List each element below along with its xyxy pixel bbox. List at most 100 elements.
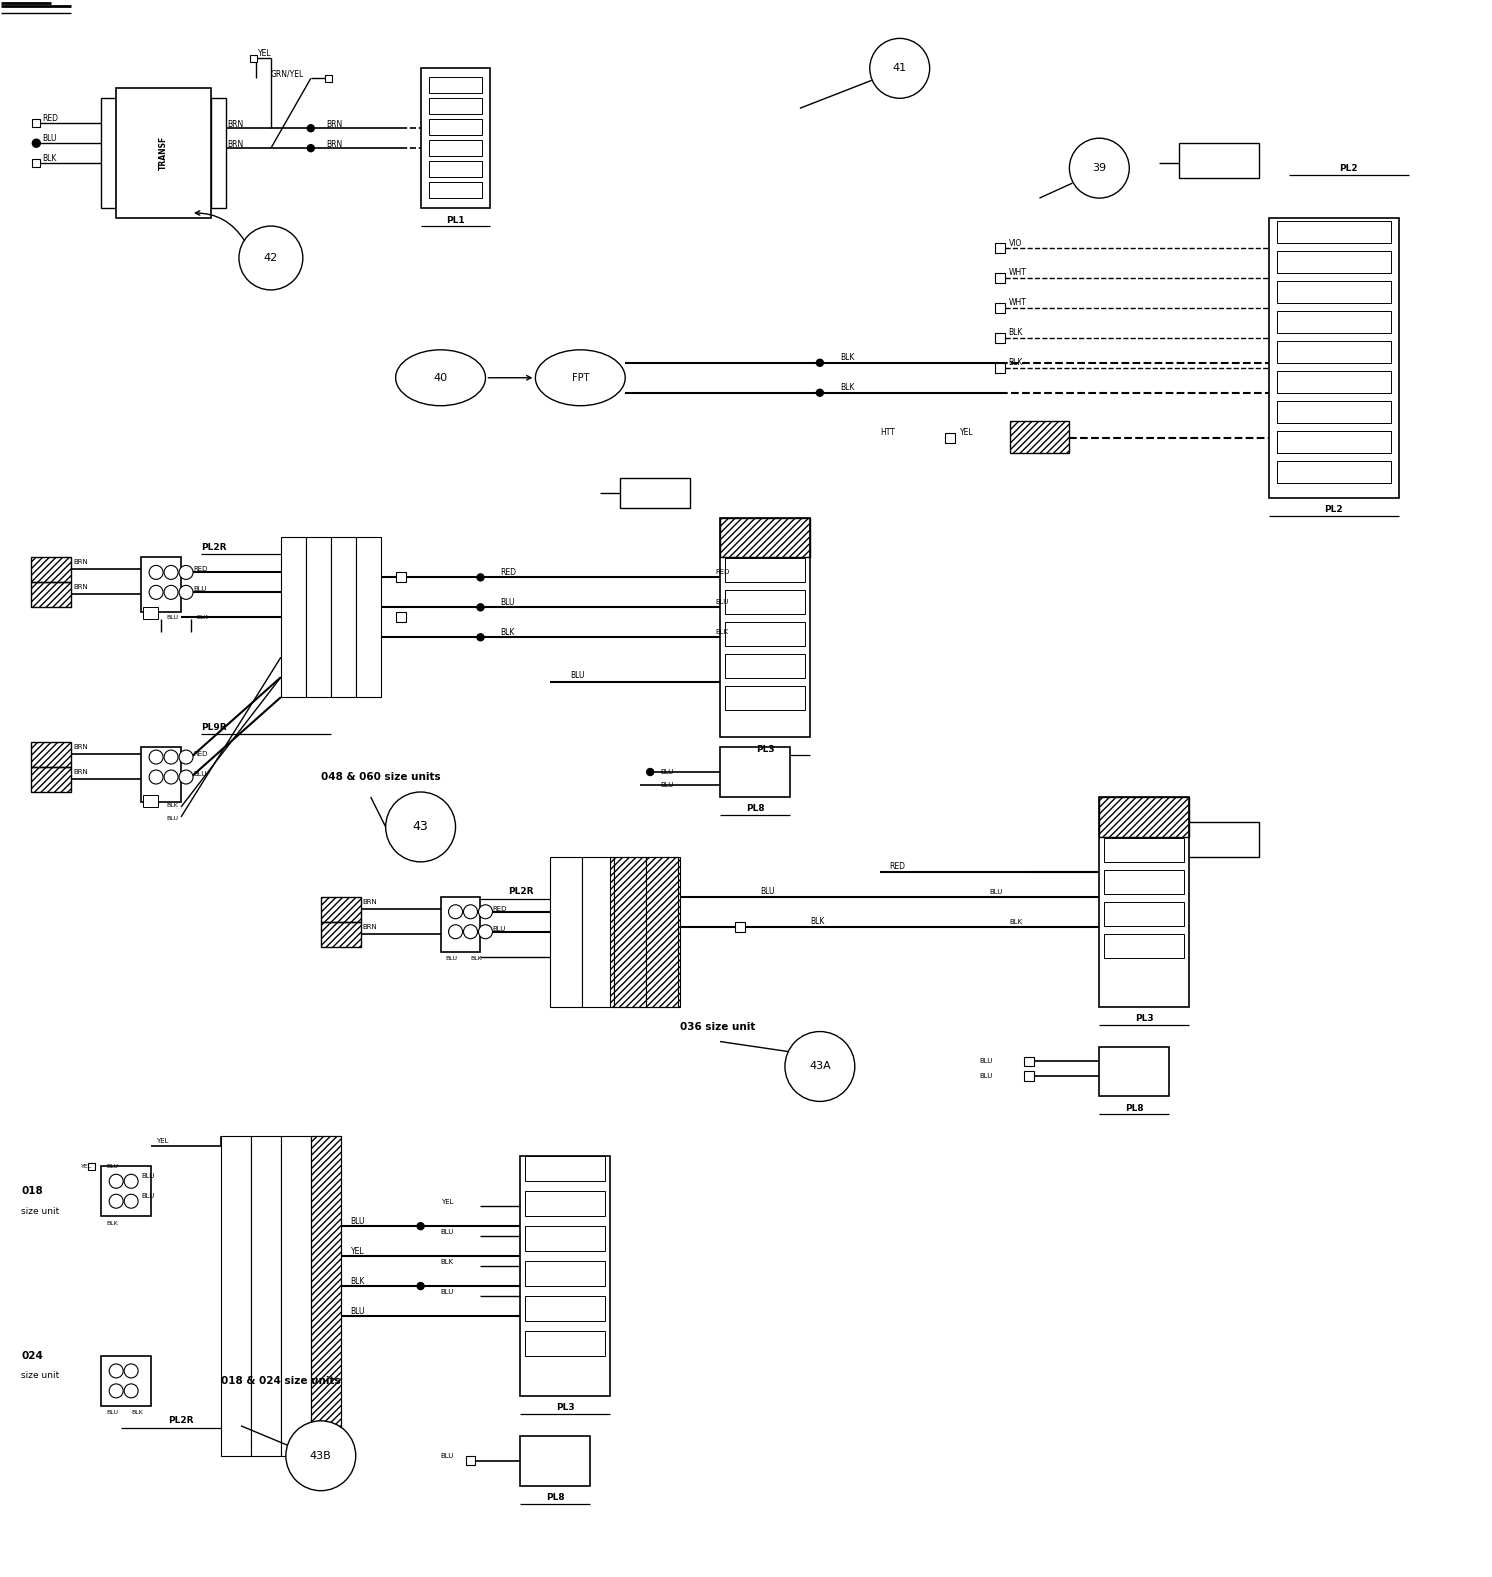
Bar (210, 98, 225, 208)
Text: PL3: PL3 (557, 1404, 574, 1413)
Text: 024: 024 (21, 1351, 43, 1361)
Text: PL2R: PL2R (169, 1416, 194, 1426)
Text: 048 & 060 size units: 048 & 060 size units (321, 773, 440, 782)
Bar (525, 1191, 606, 1216)
Circle shape (179, 751, 192, 763)
Circle shape (179, 585, 192, 599)
Circle shape (109, 1364, 124, 1378)
Text: BLK: BLK (1009, 328, 1024, 337)
Text: PL2: PL2 (1340, 164, 1358, 172)
Bar (1277, 221, 1391, 243)
Circle shape (477, 604, 483, 610)
Circle shape (816, 360, 824, 366)
Text: PL3: PL3 (1135, 1014, 1153, 1023)
Text: BRN: BRN (325, 140, 342, 148)
Circle shape (307, 145, 315, 151)
Circle shape (149, 751, 163, 763)
Bar (280, 1137, 310, 1456)
Circle shape (109, 1194, 124, 1208)
Circle shape (449, 924, 463, 938)
Circle shape (870, 38, 930, 98)
FancyArrowPatch shape (195, 211, 245, 241)
Bar (1277, 431, 1391, 453)
Bar (31, 743, 72, 766)
Circle shape (149, 770, 163, 784)
Bar (251, 55, 258, 62)
Text: BLU: BLU (440, 1228, 454, 1235)
Text: BLK: BLK (715, 629, 728, 636)
Text: BLU: BLU (570, 670, 585, 680)
Circle shape (109, 1175, 124, 1187)
Bar (1277, 460, 1391, 483)
Text: BRN: BRN (73, 770, 88, 774)
Bar (421, 68, 491, 208)
Text: RED: RED (192, 566, 207, 572)
Text: 43: 43 (413, 820, 428, 833)
Bar (142, 557, 181, 612)
Bar (1277, 460, 1391, 483)
Circle shape (286, 1421, 355, 1490)
Text: BLU: BLU (106, 1164, 118, 1169)
Text: BLU: BLU (42, 134, 57, 142)
Circle shape (449, 905, 463, 919)
Text: RED: RED (42, 114, 58, 123)
Circle shape (479, 924, 492, 938)
Bar (521, 1156, 610, 1396)
Text: RED: RED (715, 569, 730, 576)
Bar (944, 432, 955, 443)
Bar (1277, 251, 1391, 273)
Ellipse shape (536, 350, 625, 405)
Bar (725, 558, 804, 582)
Text: YEL: YEL (959, 429, 973, 437)
Text: BLU: BLU (492, 926, 506, 932)
Text: YEL: YEL (351, 1247, 364, 1255)
Bar (395, 572, 406, 582)
Text: 39: 39 (1092, 162, 1107, 173)
Text: BLK: BLK (195, 615, 207, 620)
Text: BLK: BLK (840, 383, 855, 393)
Bar (582, 856, 615, 1006)
Text: 40: 40 (434, 372, 448, 383)
Text: BLU: BLU (446, 956, 458, 962)
Text: PL2R: PL2R (507, 888, 533, 896)
Bar (721, 747, 789, 796)
Text: GRN/YEL: GRN/YEL (272, 69, 304, 79)
Bar (1104, 934, 1185, 957)
Text: BRN: BRN (363, 899, 377, 905)
Bar (1270, 218, 1399, 497)
Text: PL2R: PL2R (201, 542, 227, 552)
Bar (995, 333, 1004, 342)
Bar (1277, 371, 1391, 393)
Text: YEL: YEL (157, 1139, 169, 1145)
Bar (355, 538, 380, 697)
Text: BLU: BLU (351, 1306, 366, 1315)
Text: BLU: BLU (500, 598, 515, 607)
Text: 43B: 43B (310, 1451, 331, 1460)
Circle shape (124, 1194, 139, 1208)
Circle shape (124, 1385, 139, 1397)
Circle shape (1070, 139, 1129, 199)
Bar (143, 795, 158, 807)
Circle shape (179, 770, 192, 784)
Text: HTT: HTT (880, 429, 895, 437)
Circle shape (816, 390, 824, 396)
Bar (428, 120, 482, 136)
Text: 42: 42 (264, 252, 278, 263)
Text: BLU: BLU (166, 615, 178, 620)
Bar (525, 1227, 606, 1251)
Bar (33, 120, 40, 128)
Text: BLU: BLU (440, 1288, 454, 1295)
Circle shape (124, 1364, 139, 1378)
Text: BRN: BRN (227, 140, 243, 148)
Text: BRN: BRN (73, 560, 88, 566)
Text: BLK: BLK (106, 1221, 118, 1225)
Circle shape (418, 1222, 424, 1230)
Bar (615, 856, 646, 1006)
Text: BRN: BRN (73, 585, 88, 590)
Text: FPT: FPT (571, 372, 589, 383)
Bar (646, 856, 679, 1006)
Bar (428, 140, 482, 156)
Bar (525, 1156, 606, 1181)
Text: BLU: BLU (351, 1217, 366, 1225)
Text: BLU: BLU (142, 1194, 155, 1199)
